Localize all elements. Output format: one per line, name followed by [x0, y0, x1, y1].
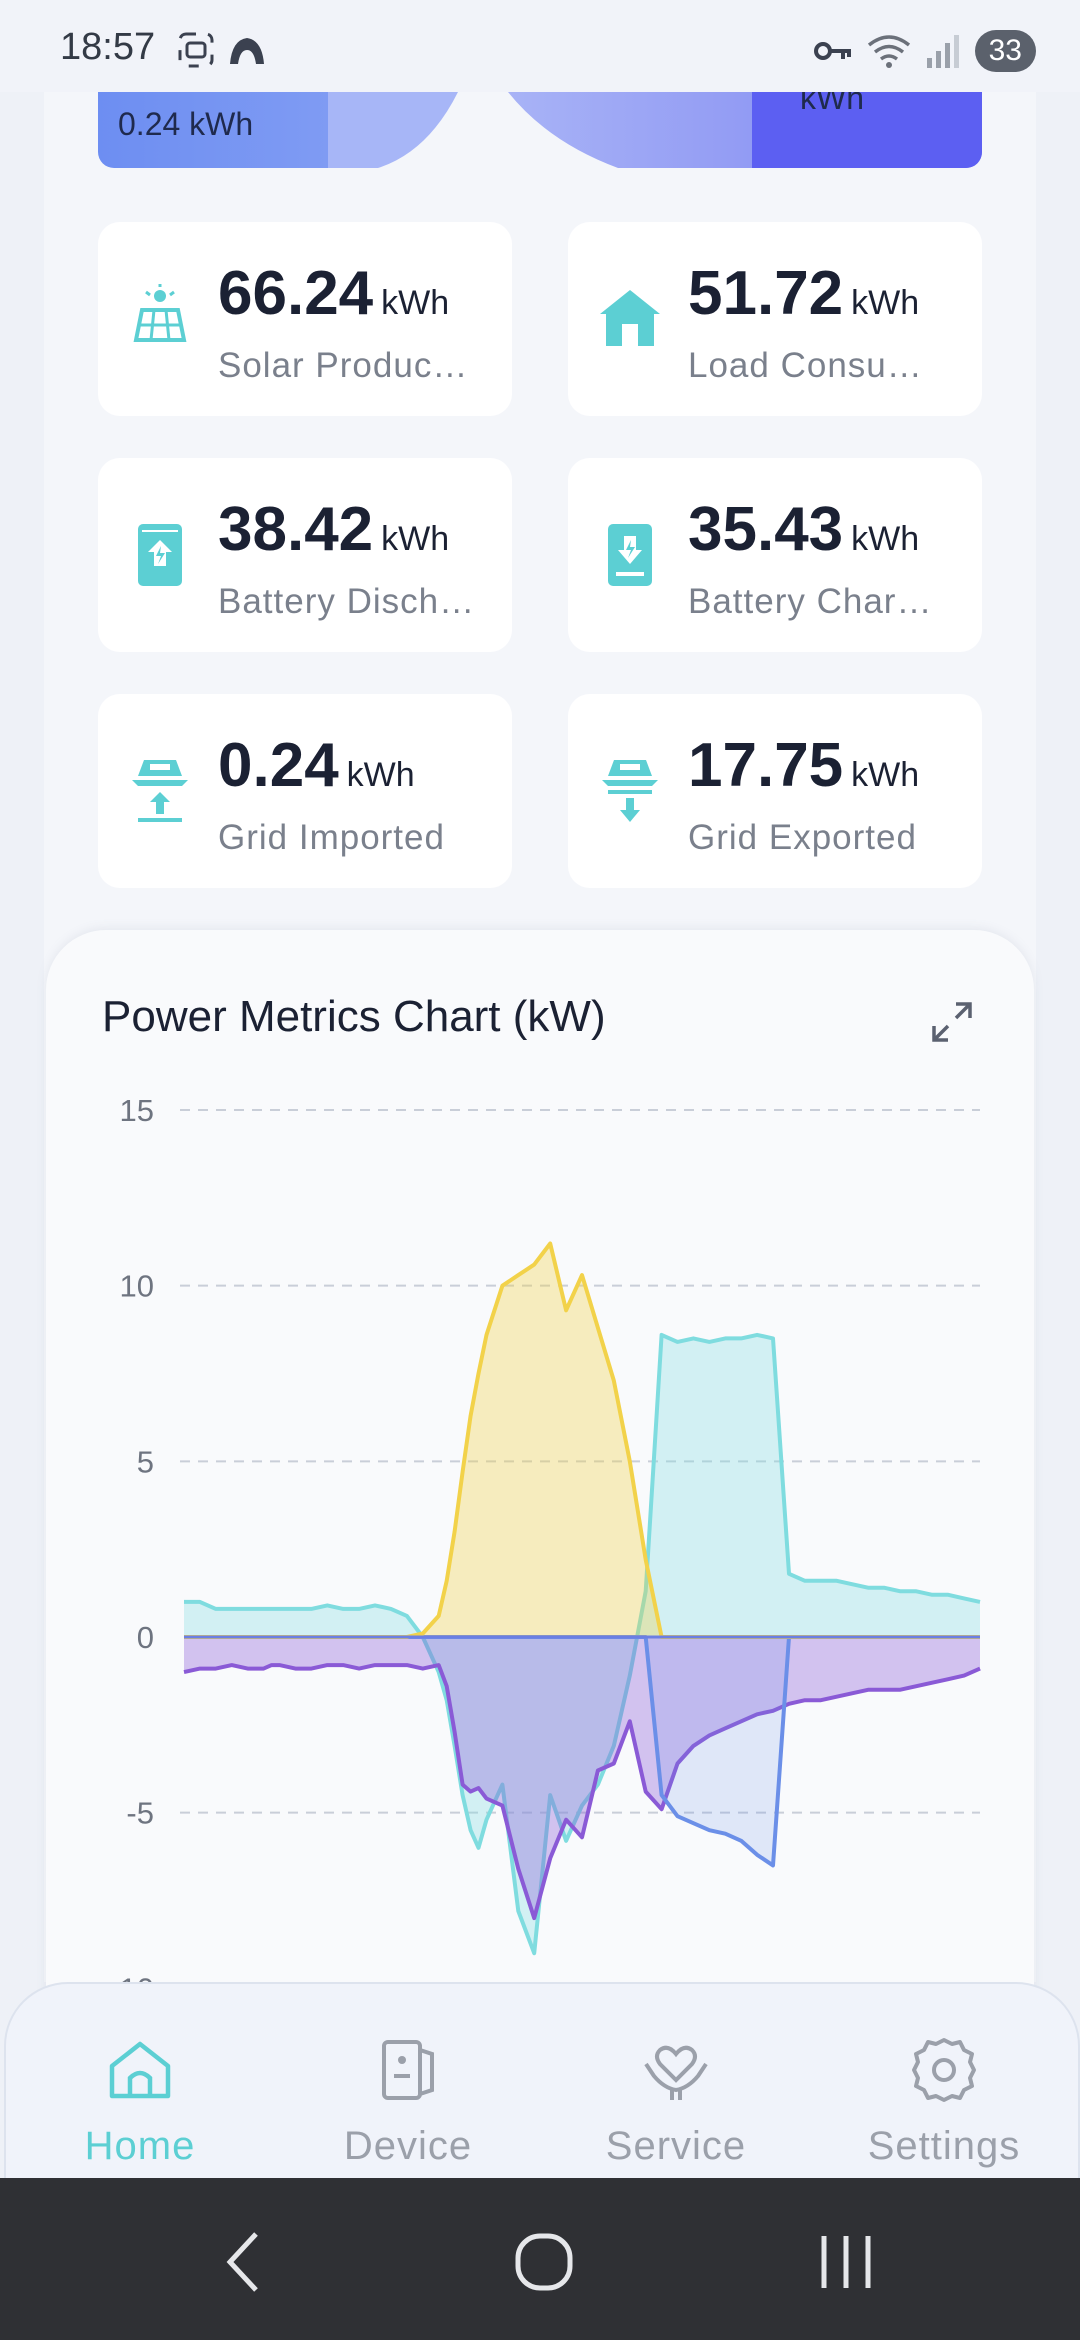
settings-gear-icon [912, 2038, 976, 2102]
series-line-battery [183, 1663, 981, 1921]
stat-value: 17.75 [688, 731, 844, 800]
nav-label: Device [343, 2124, 473, 2168]
screenshot-icon [178, 32, 214, 68]
grid-import-icon [132, 760, 188, 822]
home-circle-icon[interactable] [504, 2222, 584, 2302]
vpn-key-icon [813, 42, 851, 60]
series-area-grid [184, 1334, 980, 1954]
nav-label: Service [605, 2124, 747, 2168]
stat-card-battery-discharge[interactable]: 38.42 kWh Battery Disch… [98, 458, 512, 652]
stat-value: 0.24 [218, 731, 339, 800]
energy-flow-diagram: 0.24 kWh kWh [98, 92, 982, 168]
series-area-battery [184, 1637, 980, 1919]
signal-icon [926, 35, 959, 68]
battery-charge-icon [608, 524, 652, 586]
energy-flow-graphic [98, 92, 982, 168]
solar-panel-icon [133, 284, 187, 342]
recents-icon[interactable] [806, 2222, 886, 2302]
stat-card-load[interactable]: 51.72 kWh Load Consu… [568, 222, 982, 416]
stat-card-grid-exported[interactable]: 17.75 kWh Grid Exported [568, 694, 982, 888]
system-nav-bar [0, 2178, 1080, 2340]
y-tick-label: -5 [126, 1796, 154, 1831]
bottom-nav: Home Device Service Settings [4, 1982, 1080, 2184]
stat-unit: kWh [851, 756, 920, 794]
y-tick-label: 0 [137, 1620, 154, 1655]
stat-unit: kWh [851, 284, 920, 322]
y-tick-label: 15 [120, 1093, 154, 1128]
service-heart-icon [644, 2045, 708, 2100]
stat-card-grid-imported[interactable]: 0.24 kWh Grid Imported [98, 694, 512, 888]
back-icon[interactable] [204, 2222, 284, 2302]
battery-discharge-icon [138, 524, 182, 586]
stat-unit: kWh [381, 284, 450, 322]
status-bar: 18:57 33 [0, 0, 1080, 92]
nav-settings[interactable]: Settings [810, 1984, 1078, 2184]
nav-service[interactable]: Service [542, 1984, 810, 2184]
stat-value: 38.42 [218, 495, 374, 564]
nav-label: Settings [867, 2124, 1021, 2168]
energy-flow-right-unit: kWh [800, 92, 864, 116]
home-icon [600, 290, 660, 346]
series-area-solar [184, 1243, 980, 1637]
status-time: 18:57 [60, 26, 156, 68]
stat-label: Solar Produc… [218, 346, 469, 385]
series-area-load [184, 1637, 980, 1866]
device-icon [382, 2040, 434, 2100]
stat-label: Battery Char… [688, 582, 933, 621]
y-tick-label: 10 [120, 1269, 154, 1304]
battery-level: 33 [974, 30, 1036, 72]
nav-label: Home [84, 2124, 196, 2168]
stat-card-battery-charge[interactable]: 35.43 kWh Battery Char… [568, 458, 982, 652]
series-line-grid [184, 1332, 981, 1956]
nav-home[interactable]: Home [6, 1984, 274, 2184]
stat-unit: kWh [851, 520, 920, 558]
stat-label: Grid Imported [218, 818, 445, 857]
expand-icon[interactable] [930, 1000, 974, 1044]
stat-value: 35.43 [688, 495, 844, 564]
home-outline-icon [109, 2041, 171, 2099]
stat-label: Load Consu… [688, 346, 923, 385]
stat-label: Grid Exported [688, 818, 917, 857]
energy-flow-left-value: 0.24 kWh [118, 106, 254, 142]
chart-title: Power Metrics Chart (kW) [102, 992, 606, 1041]
stat-label: Battery Disch… [218, 582, 476, 621]
wifi-icon [867, 35, 910, 68]
cloud-icon [230, 38, 264, 64]
stat-unit: kWh [346, 756, 415, 794]
stat-value: 51.72 [688, 259, 844, 328]
stat-value: 66.24 [218, 259, 374, 328]
stat-card-solar[interactable]: 66.24 kWh Solar Produc… [98, 222, 512, 416]
nav-device[interactable]: Device [274, 1984, 542, 2184]
y-tick-label: 5 [137, 1444, 154, 1479]
grid-export-icon [602, 760, 658, 822]
stat-unit: kWh [381, 520, 450, 558]
